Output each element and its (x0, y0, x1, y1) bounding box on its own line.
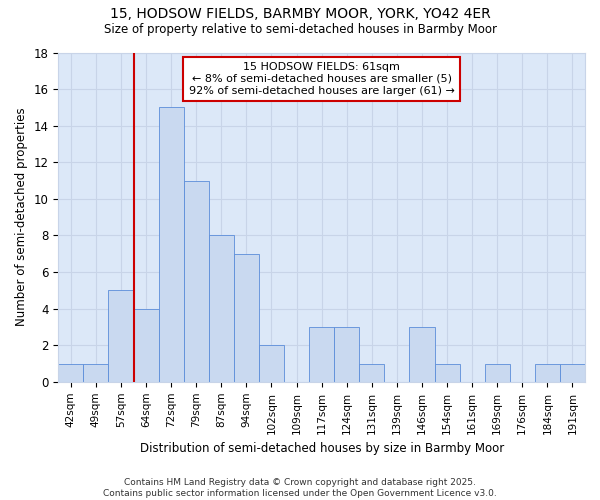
X-axis label: Distribution of semi-detached houses by size in Barmby Moor: Distribution of semi-detached houses by … (140, 442, 504, 455)
Bar (184, 180, 209, 382)
Bar (209, 236, 234, 382)
Bar (485, 364, 510, 382)
Bar (434, 364, 460, 382)
Bar (234, 254, 259, 382)
Bar (409, 327, 434, 382)
Bar (83, 364, 109, 382)
Text: 15, HODSOW FIELDS, BARMBY MOOR, YORK, YO42 4ER: 15, HODSOW FIELDS, BARMBY MOOR, YORK, YO… (110, 8, 490, 22)
Bar (535, 364, 560, 382)
Text: Contains HM Land Registry data © Crown copyright and database right 2025.
Contai: Contains HM Land Registry data © Crown c… (103, 478, 497, 498)
Bar (359, 364, 385, 382)
Bar (58, 364, 83, 382)
Bar (334, 327, 359, 382)
Text: 15 HODSOW FIELDS: 61sqm
← 8% of semi-detached houses are smaller (5)
92% of semi: 15 HODSOW FIELDS: 61sqm ← 8% of semi-det… (189, 62, 455, 96)
Bar (134, 308, 158, 382)
Text: Size of property relative to semi-detached houses in Barmby Moor: Size of property relative to semi-detach… (104, 22, 497, 36)
Bar (109, 290, 134, 382)
Y-axis label: Number of semi-detached properties: Number of semi-detached properties (15, 108, 28, 326)
Bar (560, 364, 585, 382)
Bar (158, 108, 184, 382)
Bar (309, 327, 334, 382)
Bar (259, 345, 284, 382)
